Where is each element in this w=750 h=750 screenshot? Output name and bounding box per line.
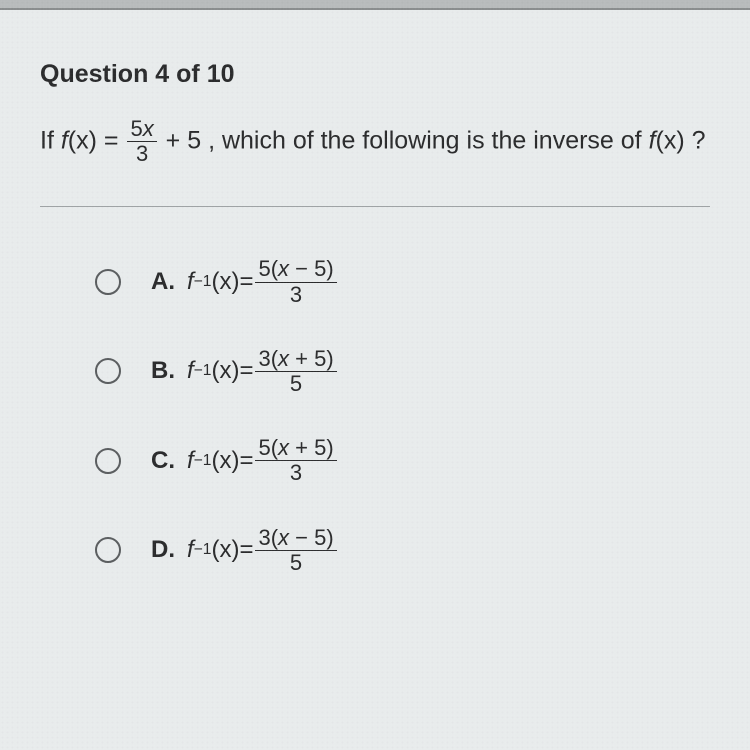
window-top-border xyxy=(0,0,750,10)
stem-prefix: If xyxy=(40,126,61,154)
option-letter: D. xyxy=(151,536,175,564)
option-letter: B. xyxy=(151,357,175,385)
of-word: of xyxy=(176,60,200,88)
radio-icon[interactable] xyxy=(95,537,121,563)
option-fraction: 5(x − 5) 3 xyxy=(255,257,336,306)
stem-fx-f: f xyxy=(61,126,68,154)
stem-equals: = xyxy=(104,126,126,154)
radio-icon[interactable] xyxy=(95,358,121,384)
options-group: A. f−1(x) = 5(x − 5) 3 B. f−1(x) = 3(x +… xyxy=(40,257,710,575)
stem-fraction: 5x 3 xyxy=(127,117,156,166)
question-content: Question 4 of 10 If f(x) = 5x 3 + 5 , wh… xyxy=(0,10,750,645)
option-fraction: 3(x + 5) 5 xyxy=(255,347,336,396)
option-expression: f−1(x) = 3(x − 5) 5 xyxy=(187,526,339,575)
option-fraction: 5(x + 5) 3 xyxy=(255,436,336,485)
radio-icon[interactable] xyxy=(95,269,121,295)
stem-suffix: , which of the following is the inverse … xyxy=(208,126,649,154)
radio-icon[interactable] xyxy=(95,448,121,474)
question-stem: If f(x) = 5x 3 + 5 , which of the follow… xyxy=(40,117,710,166)
option-a[interactable]: A. f−1(x) = 5(x − 5) 3 xyxy=(95,257,710,306)
option-letter: C. xyxy=(151,447,175,475)
stem-fx-x: (x) xyxy=(68,126,97,154)
divider xyxy=(40,206,710,207)
stem-fx-ref-f: f xyxy=(649,126,656,154)
option-c[interactable]: C. f−1(x) = 5(x + 5) 3 xyxy=(95,436,710,485)
stem-qmark: ? xyxy=(692,126,706,154)
option-fraction: 3(x − 5) 5 xyxy=(255,526,336,575)
option-expression: f−1(x) = 5(x − 5) 3 xyxy=(187,257,339,306)
question-total: 10 xyxy=(207,60,235,88)
question-word: Question xyxy=(40,60,148,88)
option-expression: f−1(x) = 5(x + 5) 3 xyxy=(187,436,339,485)
option-b[interactable]: B. f−1(x) = 3(x + 5) 5 xyxy=(95,347,710,396)
question-number: 4 xyxy=(155,60,169,88)
option-expression: f−1(x) = 3(x + 5) 5 xyxy=(187,347,339,396)
option-d[interactable]: D. f−1(x) = 3(x − 5) 5 xyxy=(95,526,710,575)
stem-fx-ref-x: (x) xyxy=(656,126,685,154)
option-letter: A. xyxy=(151,268,175,296)
question-header: Question 4 of 10 xyxy=(40,60,710,89)
stem-plus-const: + 5 xyxy=(166,126,201,154)
